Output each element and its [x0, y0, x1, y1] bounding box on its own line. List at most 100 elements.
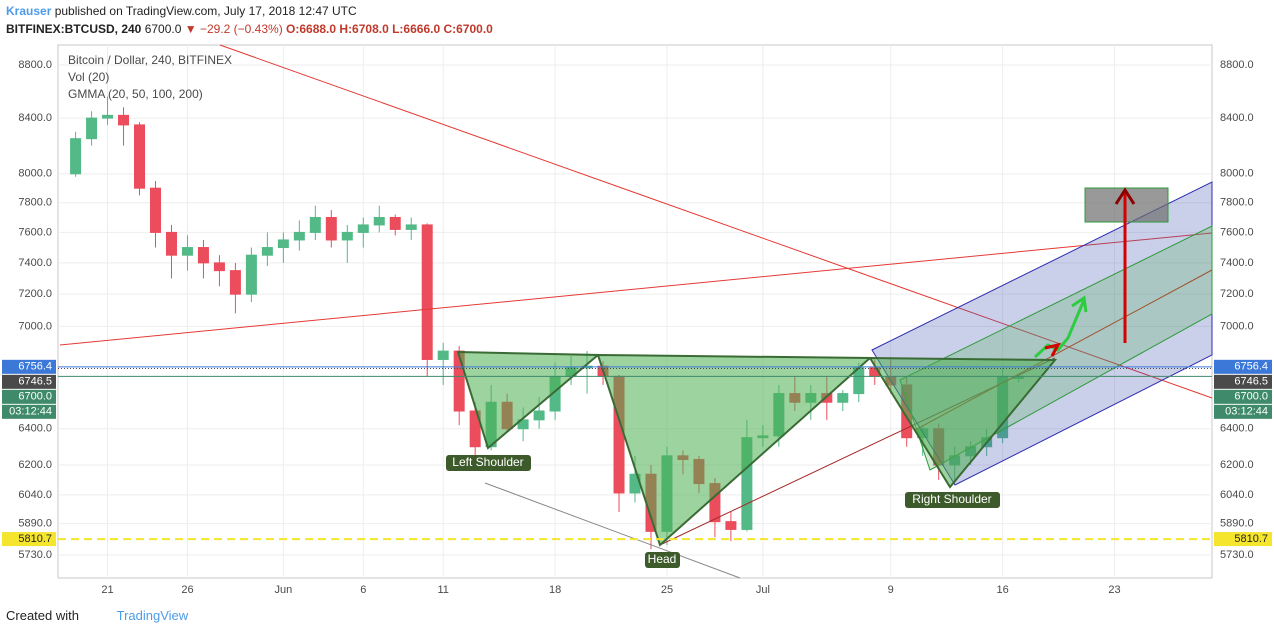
- published: published on TradingView.com, July 17, 2…: [54, 4, 357, 18]
- candle-body: [469, 410, 481, 448]
- footer: Created with TradingView: [6, 608, 188, 623]
- price-label: 6756.4: [18, 361, 52, 373]
- price-label-box: [2, 374, 56, 389]
- y-tick-label: 5890.0: [1220, 517, 1254, 529]
- y-tick-label: 5890.0: [18, 517, 52, 529]
- candle-body: [277, 239, 289, 249]
- x-tick-label: 11: [437, 584, 448, 596]
- price-label: 6756.4: [1234, 361, 1268, 373]
- y-tick-label: 7600.0: [1220, 226, 1254, 238]
- y-tick-label: 6200.0: [18, 459, 52, 471]
- y-tick-label: 7000.0: [1220, 320, 1254, 332]
- candle-body: [421, 224, 433, 360]
- y-tick-label: 6400.0: [1220, 423, 1254, 435]
- candle-body: [293, 231, 305, 241]
- author[interactable]: Krauser: [6, 4, 52, 18]
- last: 6700.0: [144, 22, 182, 36]
- x-tick-label: 9: [888, 584, 894, 596]
- ohlc: O:6688.0 H:6708.0 L:6666.0 C:6700.0: [286, 22, 493, 36]
- indicator: GMMA (20, 50, 100, 200): [68, 87, 203, 101]
- candle-body: [149, 187, 161, 233]
- y-tick-label: 8400.0: [1220, 112, 1254, 124]
- price-label: 03:12:44: [1225, 406, 1268, 418]
- y-tick-label: 6200.0: [1220, 459, 1254, 471]
- candle-body: [261, 247, 273, 256]
- pattern-head: [596, 353, 873, 547]
- price-label-box: [2, 532, 56, 547]
- candle-body: [309, 216, 321, 233]
- price-label: 6746.5: [1234, 376, 1268, 388]
- y-tick-label: 7200.0: [1220, 288, 1254, 300]
- label-box: [446, 455, 531, 471]
- candle-body: [70, 138, 82, 175]
- x-tick-label: 21: [101, 584, 113, 596]
- change: ▼ −29.2 (−0.43%): [184, 22, 283, 36]
- y-tick-label: 7200.0: [18, 288, 52, 300]
- price-label: 6746.5: [18, 376, 52, 388]
- label-box: [645, 552, 680, 568]
- y-tick-label: 7400.0: [1220, 257, 1254, 269]
- x-tick-label: 18: [549, 584, 561, 596]
- y-tick-label: 6040.0: [1220, 489, 1254, 501]
- x-tick-label: 25: [661, 584, 673, 596]
- candle-body: [341, 231, 353, 241]
- y-tick-label: 8800.0: [18, 59, 52, 71]
- candle-body: [197, 247, 209, 264]
- trend-line: [59, 232, 1213, 346]
- price-label: 6700.0: [18, 391, 52, 403]
- candle-body: [102, 114, 114, 119]
- candle-body: [165, 231, 177, 256]
- y-tick-label: 7800.0: [18, 197, 52, 209]
- arrow: [1033, 299, 1086, 359]
- candle-body: [389, 216, 401, 230]
- x-tick-label: Jul: [756, 584, 770, 596]
- x-tick-label: 16: [996, 584, 1008, 596]
- trend-line: [484, 482, 741, 579]
- symbol-line: BITFINEX:BTCUSD, 240 6700.0 ▼ −29.2 (−0.…: [6, 22, 493, 36]
- x-tick-label: Jun: [274, 584, 292, 596]
- candle-body: [213, 262, 225, 272]
- y-tick-label: 6040.0: [18, 489, 52, 501]
- price-label: 5810.7: [18, 533, 52, 545]
- label-box: [905, 492, 1000, 508]
- legend-entry: Bitcoin / Dollar, 240, BITFINEX: [68, 53, 232, 67]
- price-label-box: [1214, 389, 1272, 404]
- y-tick-label: 8800.0: [1220, 59, 1254, 71]
- annotation: Head: [648, 552, 677, 566]
- price-label-box: [1214, 359, 1272, 374]
- candle-body: [517, 419, 529, 430]
- chart: Left Shoulder Head Right Shoulder 5730.0…: [2, 44, 1272, 596]
- x-tick-label: 26: [181, 584, 193, 596]
- y-tick-label: 5730.0: [18, 549, 52, 561]
- candle-body: [118, 114, 130, 126]
- y-tick-label: 6400.0: [18, 423, 52, 435]
- candle-body: [373, 216, 385, 226]
- price-label-box: [1214, 532, 1272, 547]
- candle-body: [229, 270, 241, 295]
- price-label-box: [2, 404, 56, 419]
- y-tick-label: 7800.0: [1220, 197, 1254, 209]
- candle-body: [86, 117, 98, 140]
- arrow-head: [1071, 295, 1088, 313]
- x-tick-label: 23: [1108, 584, 1120, 596]
- candle-body: [134, 124, 146, 189]
- price-label: 6700.0: [1234, 391, 1268, 403]
- created: Created with: [6, 608, 79, 623]
- brand[interactable]: TradingView: [116, 608, 189, 623]
- candle-body: [245, 254, 257, 295]
- arrow-head: [1114, 187, 1136, 205]
- y-tick-label: 8000.0: [18, 168, 52, 180]
- y-tick-label: 7400.0: [18, 257, 52, 269]
- candle-body: [325, 216, 337, 241]
- trend-line: [219, 44, 1213, 399]
- arrow-head: [1044, 342, 1061, 357]
- annotation: Right Shoulder: [912, 492, 991, 506]
- symbol: BITFINEX:BTCUSD, 240: [6, 22, 142, 36]
- y-tick-label: 7600.0: [18, 226, 52, 238]
- price-label-box: [2, 389, 56, 404]
- candle-body: [357, 224, 369, 233]
- pattern-right: [868, 356, 1058, 489]
- candle-body: [725, 521, 737, 530]
- y-tick-label: 7000.0: [18, 320, 52, 332]
